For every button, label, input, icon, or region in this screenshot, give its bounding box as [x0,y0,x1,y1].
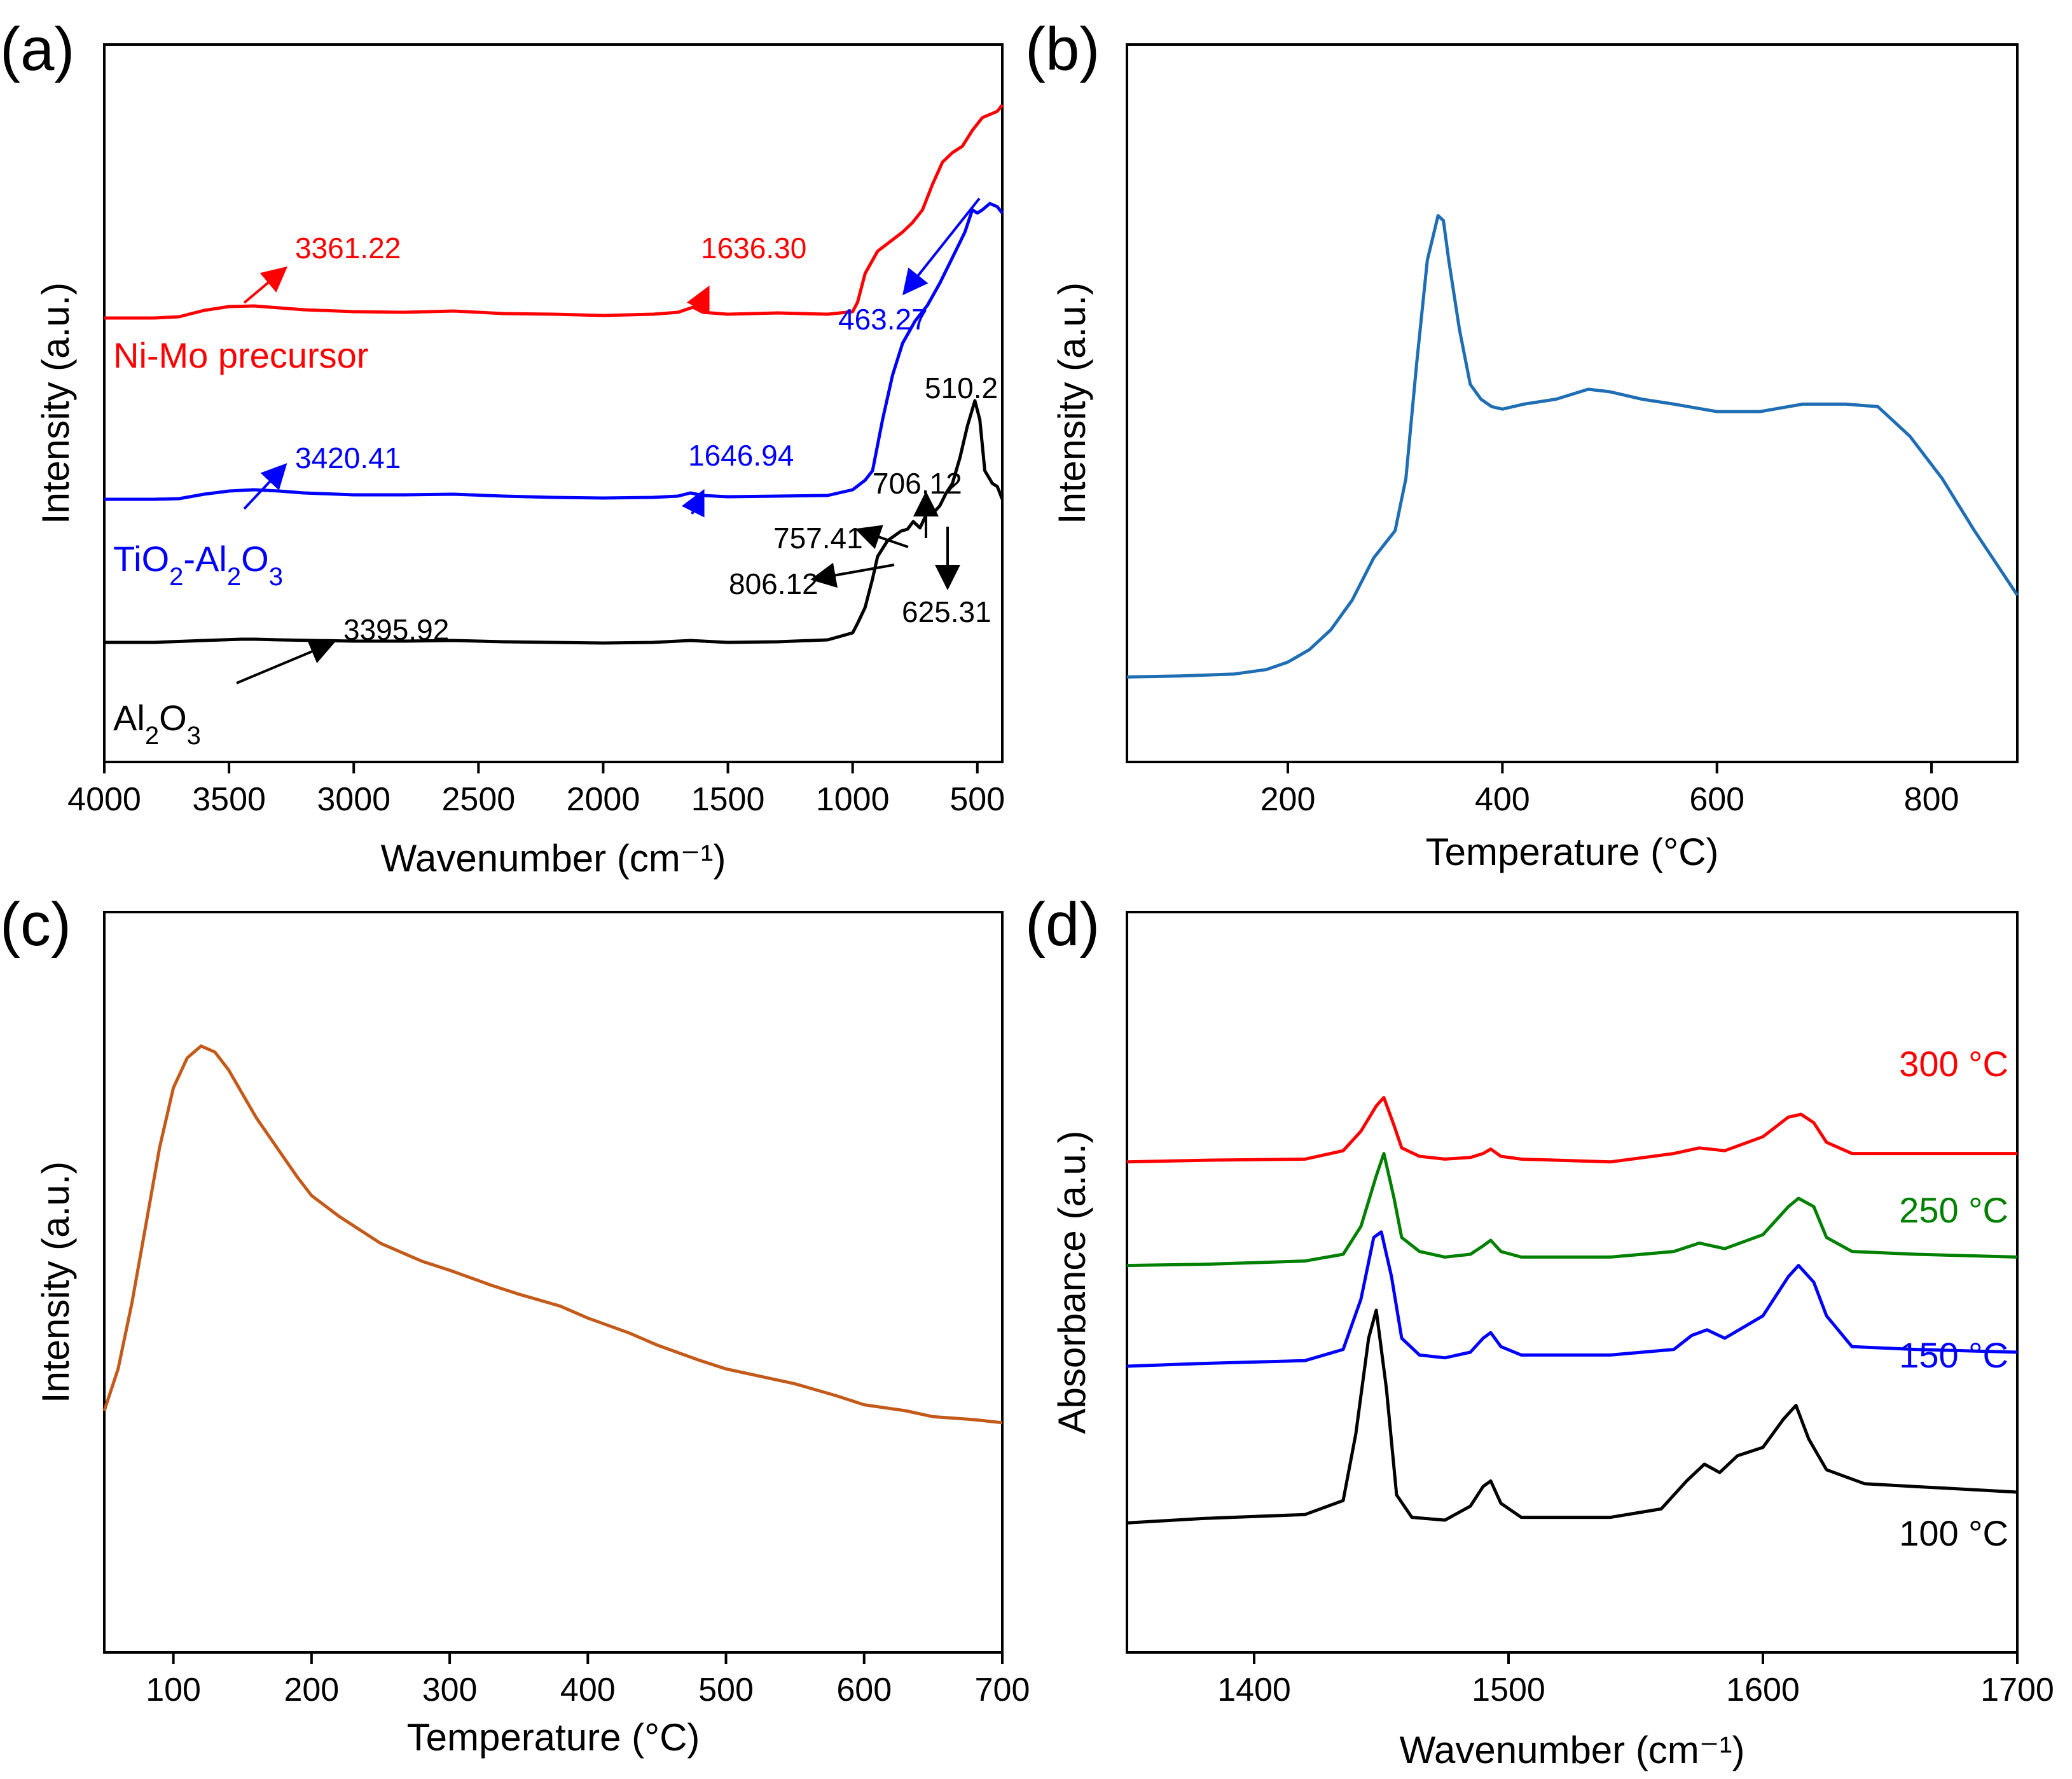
panel-label-c: (c) [0,890,71,959]
x-tick-label-c-400: 400 [560,1672,616,1708]
x-tick-label-a-3000: 3000 [317,781,390,818]
series-label-tio2-al2o3: TiO2-Al2O3 [113,539,283,591]
plot-frame-a [103,43,1004,763]
arrow-463 [902,197,981,296]
series-group-b [1126,214,2019,679]
series-label-100c: 100 °C [1899,1513,2008,1553]
x-tick-label-c-600: 600 [836,1672,892,1708]
x-tick-label-c-300: 300 [422,1672,478,1708]
x-axis-label-a: Wavenumber (cm⁻¹) [381,837,726,880]
x-tick-label-c-200: 200 [284,1672,339,1708]
plot-frame-d [1126,911,2019,1654]
y-axis-label-b: Intensity (a.u.) [1051,282,1093,524]
series-label-300c: 300 °C [1899,1044,2008,1084]
arrow-757 [855,525,909,550]
series-group-a [104,104,1004,645]
series-line-d-300-c [1126,1096,2017,1164]
x-tick-label-c-100: 100 [146,1672,201,1708]
series-line-a-al-o [104,399,1004,645]
x-tick-label-d-1400: 1400 [1217,1672,1291,1708]
arrow-1636 [686,285,710,314]
plot-frame-c [103,911,1004,1654]
annotation-arrows-a [236,197,981,684]
panel-b: (b) 200 400 600 800 Temperature (°C) Intens… [1025,15,2019,873]
series-group-c [102,1044,1003,1425]
series-line-d-100-c [1126,1308,2018,1525]
x-tick-label-a-1500: 1500 [691,781,765,818]
panel-label-a: (a) [0,15,74,83]
annotation-3395: 3395.92 [343,613,449,646]
series-group-d [1126,1096,2018,1525]
arrow-3420 [243,463,287,510]
annotation-510: 510.2 [925,371,998,405]
x-tick-label-d-1600: 1600 [1726,1672,1800,1708]
series-line-c-tpd [102,1044,1003,1425]
y-axis-label-a: Intensity (a.u.) [34,282,77,524]
series-line-a-tio-al-o [104,202,1004,501]
arrow-1646 [681,488,705,518]
x-tick-label-c-500: 500 [698,1672,754,1708]
arrow-3361 [243,266,288,304]
series-label-al2o3: Al2O3 [113,698,201,750]
annotation-806: 806.12 [729,567,818,600]
x-tick-label-a-2500: 2500 [441,781,515,818]
x-ticks-c: 100 200 300 400 500 600 700 [146,1652,1030,1708]
annotation-3361: 3361.22 [295,232,401,265]
panel-a: (a) 4000 3500 3000 2500 2000 1500 1000 500 Wave… [0,15,1005,880]
series-line-d-250-c [1126,1152,2018,1268]
x-axis-label-c: Temperature (°C) [407,1716,700,1759]
arrow-3395 [236,639,336,684]
annotation-757: 757.41 [773,522,863,555]
series-line-a-ni-mo-precursor [104,104,1004,320]
x-tick-label-a-2000: 2000 [567,781,640,818]
x-tick-label-a-3500: 3500 [192,781,266,818]
x-tick-label-b-200: 200 [1260,781,1316,818]
annotation-625: 625.31 [902,595,991,628]
x-tick-label-d-1700: 1700 [1980,1672,2054,1708]
series-label-ni-mo: Ni-Mo precursor [113,335,368,375]
x-axis-label-d: Wavenumber (cm⁻¹) [1400,1729,1745,1771]
x-ticks-d: 1400 1500 1600 1700 [1217,1652,2054,1708]
annotation-463: 463.27 [838,303,928,336]
x-tick-label-d-1500: 1500 [1472,1672,1545,1708]
x-ticks-a: 4000 3500 3000 2500 2000 1500 1000 500 [67,762,1005,818]
annotation-1646: 1646.94 [688,439,794,472]
series-label-150c: 150 °C [1899,1335,2008,1375]
arrow-806 [810,562,895,588]
x-tick-label-c-700: 700 [975,1672,1030,1708]
x-tick-label-b-600: 600 [1689,781,1744,818]
y-axis-label-c: Intensity (a.u.) [34,1161,77,1403]
annotations-a: 3361.22 1636.30 463.27 3420.41 1646.94 5… [295,232,998,646]
series-label-250c: 250 °C [1899,1190,2008,1230]
panel-label-d: (d) [1025,890,1100,959]
annotation-3420: 3420.41 [295,441,401,474]
annotation-706: 706.12 [873,467,962,500]
annotation-1636: 1636.30 [701,232,806,265]
panel-label-b: (b) [1025,15,1100,83]
x-ticks-b: 200 400 600 800 [1260,762,1959,818]
y-axis-label-d: Absorbance (a.u.) [1051,1131,1093,1434]
panel-c: (c) 100 200 300 400 500 600 700 Temperature (°… [0,890,1030,1759]
x-tick-label-b-400: 400 [1475,781,1530,818]
panel-d: (d) 1400 1500 1600 1700 Wavenumber (cm⁻¹) A… [1025,890,2054,1771]
x-tick-label-a-1000: 1000 [816,781,890,818]
series-line-b-tpr [1126,214,2019,679]
x-tick-label-a-4000: 4000 [67,781,141,818]
x-axis-label-b: Temperature (°C) [1426,831,1719,873]
x-tick-label-b-800: 800 [1904,781,1959,818]
x-tick-label-a-500: 500 [950,781,1005,818]
series-line-d-150-c [1126,1230,2018,1368]
plot-frame-b [1126,43,2019,763]
